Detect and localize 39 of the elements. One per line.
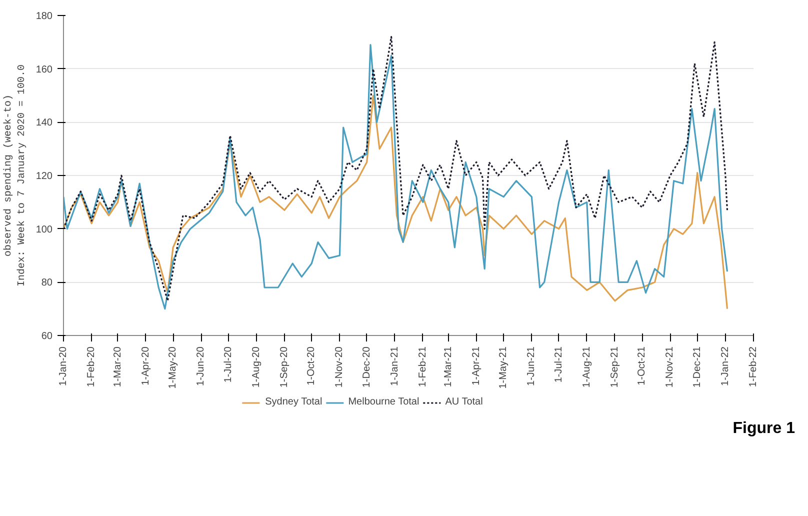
legend-label: Sydney Total [265, 396, 322, 408]
x-tick-label: 1-Dec-20 [361, 346, 372, 388]
caption: Figure 1 [732, 419, 795, 439]
x-tick-label: 1-Jul-20 [222, 346, 234, 383]
y-tick-label: 180 [36, 11, 53, 22]
x-tick-label: 1-Aug-20 [250, 346, 262, 388]
y-tick-label: 160 [36, 64, 53, 76]
x-tick-label: 1-Nov-21 [664, 346, 676, 388]
x-tick-label: 1-Apr-20 [140, 346, 152, 386]
x-tick-label: 1-Mar-20 [112, 346, 124, 388]
x-tick-label: 1-Aug-21 [581, 346, 592, 388]
x-tick-label: 1-Oct-20 [306, 346, 318, 386]
x-tick-label: 1-Oct-21 [636, 346, 648, 386]
x-tick-label: 1-Jun-20 [196, 346, 207, 386]
legend-label: AU Total [445, 396, 483, 408]
x-tick-label: 1-May-21 [498, 346, 510, 389]
legend-label: Melbourne Total [348, 396, 420, 408]
y-tick-label: 100 [36, 224, 53, 236]
x-tick-label: 1-May-20 [168, 346, 179, 389]
x-tick-label: 1-Jun-21 [526, 346, 538, 386]
y-tick-label: 80 [41, 278, 53, 289]
x-tick-label: 1-Sep-20 [278, 346, 290, 388]
x-tick-label: 1-Mar-21 [442, 346, 454, 388]
x-tick-label: 1-Jan-22 [720, 346, 731, 386]
x-tick-label: 1-Feb-21 [417, 346, 428, 388]
y-axis-title: observed spending (week-to) Index: Week to 7 January 2020 = 100.0 [2, 64, 28, 287]
x-tick-label: 1-Jul-21 [553, 346, 564, 383]
x-tick-label: 1-Nov-20 [334, 346, 346, 388]
line-series [64, 94, 728, 310]
x-tick-label: 1-Apr-21 [470, 346, 482, 386]
y-tick-label: 120 [36, 171, 53, 182]
y-tick-label: 140 [36, 118, 53, 129]
x-tick-label: 1-Dec-21 [692, 346, 703, 388]
y-tick-label: 60 [41, 331, 53, 342]
x-tick-label: 1-Feb-22 [748, 346, 759, 388]
x-tick-label: 1-Sep-21 [609, 346, 620, 388]
x-tick-label: 1-Jan-20 [58, 346, 69, 386]
x-tick-label: 1-Jan-21 [389, 346, 400, 386]
x-tick-label: 1-Feb-20 [86, 346, 98, 388]
